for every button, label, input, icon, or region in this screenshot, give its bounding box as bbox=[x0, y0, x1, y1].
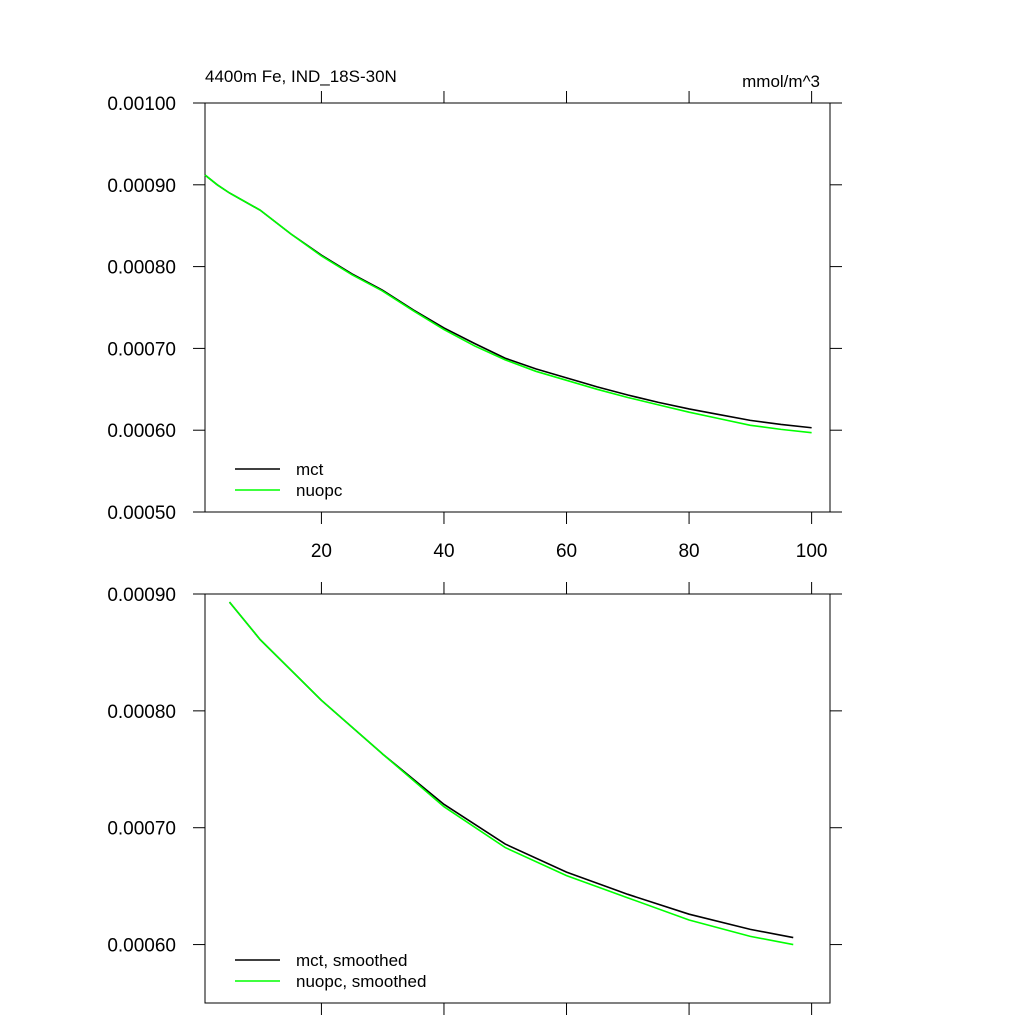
x-tick-label: 40 bbox=[433, 541, 454, 562]
y-tick-label: 0.00080 bbox=[107, 258, 176, 279]
y-tick-label: 0.00090 bbox=[107, 176, 176, 197]
y-tick-label: 0.00080 bbox=[107, 702, 176, 723]
x-tick-label: 20 bbox=[311, 541, 332, 562]
data-line bbox=[204, 174, 812, 434]
y-tick-label: 0.00070 bbox=[107, 819, 176, 840]
plot-frame bbox=[204, 593, 831, 1004]
y-tick-label: 0.00060 bbox=[107, 936, 176, 957]
data-line bbox=[228, 601, 794, 939]
legend-label: mct bbox=[296, 460, 324, 479]
legend-label: nuopc, smoothed bbox=[296, 972, 426, 991]
y-tick-label: 0.00090 bbox=[107, 585, 176, 606]
legend-label: nuopc bbox=[296, 481, 343, 500]
plot-frame bbox=[204, 102, 831, 513]
y-tick-label: 0.00060 bbox=[107, 421, 176, 442]
y-tick-label: 0.00070 bbox=[107, 339, 176, 360]
units-label: mmol/m^3 bbox=[742, 72, 820, 91]
x-tick-label: 100 bbox=[796, 541, 828, 562]
x-tick-label: 80 bbox=[678, 541, 699, 562]
y-tick-label: 0.00100 bbox=[107, 94, 176, 115]
y-tick-label: 0.00050 bbox=[107, 503, 176, 524]
chart-title: 4400m Fe, IND_18S-30N bbox=[205, 67, 397, 86]
legend-label: mct, smoothed bbox=[296, 951, 408, 970]
x-tick-label: 60 bbox=[556, 541, 577, 562]
data-line bbox=[204, 174, 812, 429]
data-line bbox=[228, 601, 794, 946]
